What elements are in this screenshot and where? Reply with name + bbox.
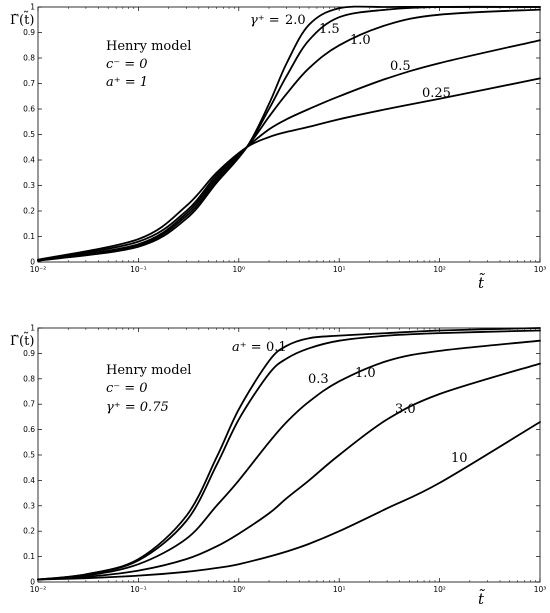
y-tick-label: 1 bbox=[30, 3, 35, 12]
x-tick-label: 10⁻¹ bbox=[130, 585, 147, 594]
y-tick-label: 0.1 bbox=[23, 232, 35, 241]
y-tick-label: 0.5 bbox=[23, 130, 35, 139]
x-tick-label: 10¹ bbox=[333, 265, 346, 274]
chart-panel-1: 10⁻² 10⁻¹ 10⁰ 10¹ 10² 10³ 0 0.1 0.2 0.3 0.4 0.5 0.6 0… bbox=[10, 3, 546, 293]
series-label-2: 1.5 bbox=[319, 22, 340, 37]
series-line-3 bbox=[37, 8, 541, 262]
annotation-line: c⁻ = 0 bbox=[106, 57, 148, 72]
series-label-2: 0.3 bbox=[308, 372, 329, 387]
y-tick-label: 0.7 bbox=[23, 79, 35, 88]
x-tick-label: 10³ bbox=[534, 265, 547, 274]
x-axis-label: t̃ bbox=[478, 589, 485, 608]
series-label-5: 0.25 bbox=[422, 86, 451, 101]
series-label-3: 1.0 bbox=[355, 366, 376, 381]
y-tick-label: 0.8 bbox=[23, 54, 35, 63]
series-line-5 bbox=[37, 77, 541, 261]
series-line-4 bbox=[37, 39, 541, 261]
y-tick-label: 0 bbox=[30, 258, 35, 267]
series-line-3 bbox=[37, 339, 541, 581]
y-axis-label: Γ̃(t̃) bbox=[10, 11, 34, 28]
x-tick-label: 10⁻¹ bbox=[130, 265, 147, 274]
y-tick-label: 0.6 bbox=[23, 105, 35, 114]
series-label-3: 1.0 bbox=[350, 33, 371, 48]
y-tick-label: 0.5 bbox=[23, 451, 35, 460]
series-line-1 bbox=[37, 327, 541, 581]
annotation-line: Henry model bbox=[106, 363, 191, 378]
series-label-1: 0.1 bbox=[266, 340, 287, 355]
y-tick-label: 0.4 bbox=[23, 156, 35, 165]
y-tick-label: 0.9 bbox=[23, 28, 35, 37]
x-tick-label: 10⁻² bbox=[30, 265, 47, 274]
y-tick-label: 0.8 bbox=[23, 374, 35, 383]
series-label-4: 0.5 bbox=[390, 59, 411, 74]
annotation-line: γ⁺ = 0.75 bbox=[106, 400, 169, 415]
y-tick-label: 0 bbox=[30, 578, 35, 587]
series-line-2 bbox=[37, 5, 541, 262]
series-line-2 bbox=[37, 329, 541, 581]
annotation-line: a⁺ = 1 bbox=[106, 75, 148, 90]
series-label-1: 2.0 bbox=[285, 13, 306, 28]
y-tick-label: 0.2 bbox=[23, 207, 35, 216]
series-label-4: 3.0 bbox=[395, 402, 416, 417]
x-tick-label: 10⁰ bbox=[233, 265, 246, 274]
annotation-line: Henry model bbox=[106, 39, 191, 54]
x-tick-label: 10⁻² bbox=[30, 585, 47, 594]
x-axis-label: t̃ bbox=[478, 273, 485, 292]
x-tick-label: 10² bbox=[433, 585, 446, 594]
y-tick-label: 0.2 bbox=[23, 527, 35, 536]
series-label-5: 10 bbox=[451, 451, 468, 466]
y-tick-label: 0.9 bbox=[23, 349, 35, 358]
y-tick-label: 0.3 bbox=[23, 181, 35, 190]
x-tick-label: 10² bbox=[433, 265, 446, 274]
x-tick-label: 10⁰ bbox=[233, 585, 246, 594]
x-tick-label: 10¹ bbox=[333, 585, 346, 594]
y-tick-label: 0.1 bbox=[23, 552, 35, 561]
y-tick-label: 0.4 bbox=[23, 476, 35, 485]
series-line-5 bbox=[37, 421, 541, 581]
curve-label-prefix: a⁺ = bbox=[232, 340, 262, 355]
annotation-line: c⁻ = 0 bbox=[106, 381, 148, 396]
x-tick-label: 10³ bbox=[534, 585, 547, 594]
chart-panel-2: 10⁻² 10⁻¹ 10⁰ 10¹ 10² 10³ 0 0.1 0.2 0.3 0.4 0.5 0.6 0… bbox=[10, 324, 546, 609]
series-line-4 bbox=[37, 362, 541, 581]
curve-label-prefix: γ⁺ = bbox=[250, 13, 280, 28]
y-tick-label: 0.6 bbox=[23, 425, 35, 434]
y-tick-label: 0.3 bbox=[23, 501, 35, 510]
series-line-1 bbox=[37, 5, 541, 262]
y-tick-label: 0.7 bbox=[23, 400, 35, 409]
y-axis-label: Γ̃(t̃) bbox=[10, 332, 34, 349]
y-tick-label: 1 bbox=[30, 324, 35, 333]
